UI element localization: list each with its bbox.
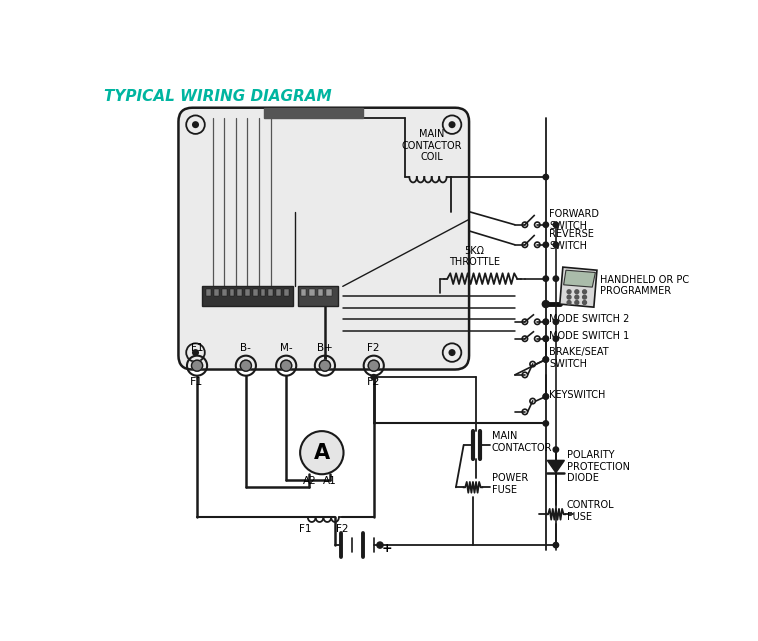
- Text: A: A: [314, 443, 330, 463]
- Text: MODE SWITCH 1: MODE SWITCH 1: [549, 331, 629, 340]
- Circle shape: [583, 301, 587, 304]
- Circle shape: [543, 222, 549, 228]
- Circle shape: [553, 222, 559, 228]
- Circle shape: [319, 360, 330, 371]
- Text: F1: F1: [190, 377, 204, 387]
- Bar: [230, 288, 234, 296]
- Circle shape: [543, 394, 549, 399]
- Bar: [309, 288, 315, 296]
- Bar: [318, 288, 324, 296]
- Circle shape: [543, 276, 549, 281]
- Text: F1: F1: [299, 524, 311, 533]
- Text: BRAKE/SEAT
SWITCH: BRAKE/SEAT SWITCH: [549, 347, 609, 369]
- Text: A1: A1: [323, 476, 337, 486]
- Circle shape: [192, 360, 202, 371]
- Circle shape: [553, 542, 559, 548]
- Text: POWER
FUSE: POWER FUSE: [491, 474, 528, 495]
- Circle shape: [542, 301, 550, 308]
- Circle shape: [543, 357, 549, 362]
- Circle shape: [553, 242, 559, 247]
- Circle shape: [583, 290, 587, 294]
- Bar: [268, 288, 273, 296]
- Polygon shape: [547, 460, 565, 472]
- Bar: [301, 288, 306, 296]
- Text: TYPICAL WIRING DIAGRAM: TYPICAL WIRING DIAGRAM: [104, 89, 332, 104]
- Circle shape: [543, 336, 549, 342]
- Text: F2: F2: [336, 524, 348, 533]
- Text: F1: F1: [191, 344, 203, 353]
- Bar: [276, 288, 280, 296]
- Circle shape: [543, 174, 549, 179]
- Circle shape: [543, 242, 549, 247]
- Circle shape: [240, 360, 252, 371]
- Bar: [222, 288, 227, 296]
- Circle shape: [192, 121, 199, 128]
- Circle shape: [583, 296, 587, 299]
- Text: MAIN
CONTACTOR: MAIN CONTACTOR: [491, 431, 552, 453]
- Bar: [214, 288, 219, 296]
- FancyBboxPatch shape: [178, 108, 469, 369]
- Circle shape: [543, 319, 549, 324]
- Bar: [202, 287, 293, 306]
- Circle shape: [553, 447, 559, 453]
- Bar: [264, 108, 363, 118]
- Bar: [327, 288, 332, 296]
- Text: CONTROL
FUSE: CONTROL FUSE: [567, 501, 614, 522]
- Bar: [245, 288, 249, 296]
- Circle shape: [553, 276, 559, 281]
- Circle shape: [543, 420, 549, 426]
- Bar: [237, 288, 242, 296]
- Text: F2: F2: [368, 344, 380, 353]
- Text: MODE SWITCH 2: MODE SWITCH 2: [549, 313, 629, 324]
- Text: POLARITY
PROTECTION
DIODE: POLARITY PROTECTION DIODE: [567, 450, 630, 483]
- Text: KEYSWITCH: KEYSWITCH: [549, 390, 606, 400]
- Text: B+: B+: [317, 344, 333, 353]
- Text: MAIN
CONTACTOR
COIL: MAIN CONTACTOR COIL: [402, 129, 462, 162]
- Circle shape: [567, 296, 571, 299]
- Circle shape: [300, 431, 343, 474]
- Bar: [253, 288, 258, 296]
- Text: A2: A2: [302, 476, 316, 486]
- Polygon shape: [559, 267, 597, 307]
- Text: B-: B-: [240, 344, 252, 353]
- Bar: [298, 287, 338, 306]
- Circle shape: [543, 394, 549, 399]
- Circle shape: [368, 360, 379, 371]
- Bar: [206, 288, 211, 296]
- Text: HANDHELD OR PC
PROGRAMMER: HANDHELD OR PC PROGRAMMER: [600, 275, 689, 296]
- Circle shape: [280, 360, 292, 371]
- Text: F2: F2: [367, 377, 381, 387]
- Circle shape: [543, 319, 549, 324]
- Text: 5KΩ
THROTTLE: 5KΩ THROTTLE: [449, 246, 500, 267]
- Text: REVERSE
SWITCH: REVERSE SWITCH: [549, 229, 594, 251]
- Polygon shape: [564, 271, 595, 287]
- Text: +: +: [381, 542, 392, 556]
- Circle shape: [567, 301, 571, 304]
- Circle shape: [567, 290, 571, 294]
- Circle shape: [575, 301, 579, 304]
- Circle shape: [575, 296, 579, 299]
- Text: FORWARD
SWITCH: FORWARD SWITCH: [549, 210, 599, 231]
- Bar: [283, 288, 289, 296]
- Text: M-: M-: [280, 344, 293, 353]
- Circle shape: [192, 349, 199, 356]
- Circle shape: [543, 336, 549, 342]
- Circle shape: [575, 290, 579, 294]
- Bar: [261, 288, 265, 296]
- Circle shape: [371, 374, 377, 380]
- Circle shape: [553, 319, 559, 324]
- Circle shape: [543, 357, 549, 362]
- Circle shape: [449, 121, 456, 128]
- Circle shape: [553, 336, 559, 342]
- Circle shape: [377, 542, 383, 548]
- Circle shape: [449, 349, 456, 356]
